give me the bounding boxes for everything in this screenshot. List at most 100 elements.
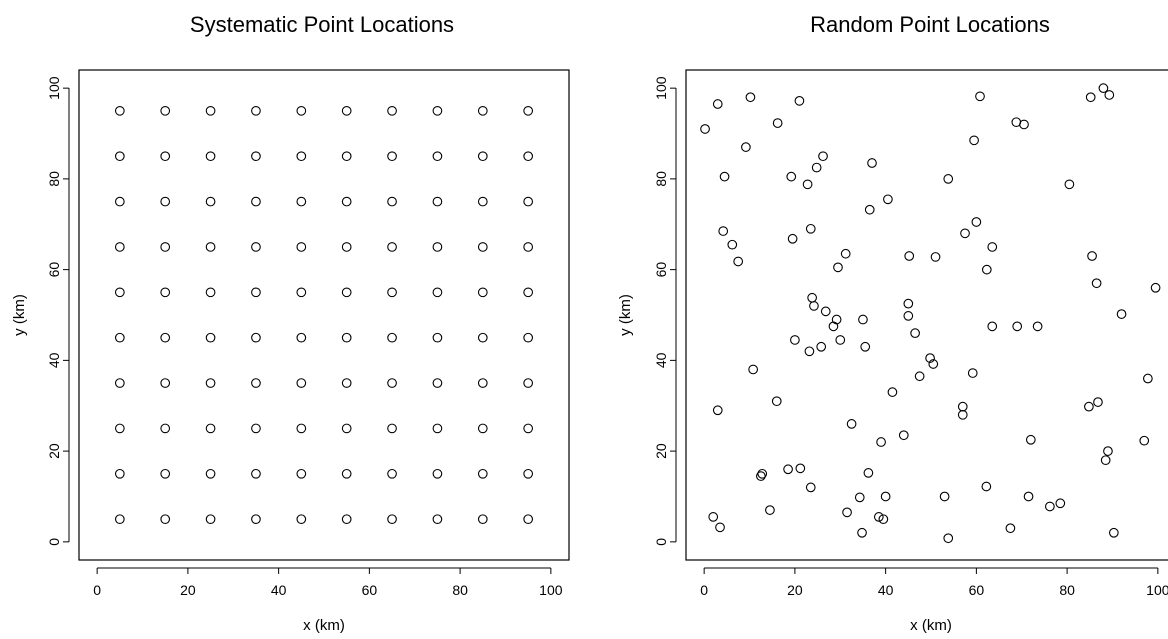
data-point — [251, 151, 261, 162]
data-point — [114, 378, 125, 388]
data-point — [387, 378, 397, 388]
data-point — [477, 287, 488, 298]
data-point — [708, 512, 719, 522]
data-point — [811, 162, 822, 173]
data-point — [477, 151, 488, 162]
data-point — [816, 341, 827, 352]
y-tick-label: 80 — [46, 171, 62, 187]
data-point — [296, 196, 307, 207]
plot-frame — [685, 69, 1168, 561]
data-point — [205, 378, 216, 388]
data-point — [1087, 251, 1097, 261]
data-point — [477, 468, 488, 479]
data-point — [296, 105, 307, 116]
data-point — [387, 332, 397, 343]
data-points — [700, 83, 1161, 544]
data-point — [928, 359, 939, 369]
data-point — [114, 332, 125, 343]
data-point — [930, 252, 941, 262]
data-point — [251, 378, 261, 388]
data-point — [857, 527, 867, 538]
data-point — [700, 124, 710, 134]
data-point — [756, 471, 766, 481]
data-point — [787, 233, 798, 244]
data-point — [794, 96, 805, 106]
data-point — [523, 151, 534, 162]
data-point — [772, 118, 783, 128]
data-point — [523, 378, 534, 388]
y-tick-label: 80 — [653, 171, 669, 187]
x-tick-label: 100 — [1146, 582, 1168, 598]
data-point — [943, 174, 954, 184]
data-point — [820, 306, 831, 317]
data-point — [523, 242, 534, 252]
data-point — [523, 332, 534, 343]
data-point — [745, 92, 756, 103]
data-point — [523, 105, 534, 116]
data-point — [867, 158, 877, 168]
data-point — [205, 423, 216, 434]
data-point — [432, 514, 443, 525]
data-point — [205, 287, 216, 298]
data-point — [741, 142, 751, 152]
data-point — [833, 262, 843, 273]
data-point — [341, 151, 352, 162]
x-tick-label: 40 — [271, 582, 287, 598]
data-point — [387, 196, 397, 207]
data-point — [251, 287, 261, 298]
x-axis-label: x (km) — [910, 617, 952, 634]
data-point — [160, 378, 171, 388]
data-point — [251, 105, 261, 116]
data-point — [771, 396, 782, 407]
data-point — [387, 423, 397, 434]
data-point — [805, 223, 816, 234]
data-point — [975, 91, 985, 102]
data-point — [205, 196, 216, 207]
data-point — [160, 514, 171, 525]
data-point — [765, 505, 775, 515]
data-point — [910, 328, 920, 338]
data-point — [296, 468, 307, 479]
data-point — [523, 514, 534, 525]
data-point — [477, 514, 488, 525]
data-point — [114, 423, 125, 434]
data-point — [477, 423, 488, 434]
data-point — [114, 287, 125, 298]
data-point — [860, 341, 871, 352]
data-point — [296, 242, 307, 252]
data-point — [987, 321, 998, 332]
data-point — [1104, 90, 1115, 100]
data-point — [432, 196, 443, 207]
data-point — [864, 204, 875, 215]
data-point — [477, 242, 488, 252]
data-point — [904, 251, 915, 261]
x-tick-label: 20 — [787, 582, 803, 598]
data-points — [114, 105, 534, 525]
data-point — [842, 507, 852, 518]
x-tick-label: 0 — [700, 582, 708, 598]
data-point — [160, 105, 171, 116]
data-point — [341, 514, 352, 525]
x-tick-label: 40 — [878, 582, 894, 598]
y-tick-label: 40 — [46, 352, 62, 368]
data-point — [432, 242, 443, 252]
x-axis-label: x (km) — [303, 617, 345, 634]
data-point — [1045, 501, 1055, 512]
data-point — [925, 353, 935, 363]
data-point — [712, 405, 723, 416]
data-point — [1091, 278, 1102, 289]
chart-title: Systematic Point Locations — [190, 12, 454, 37]
data-point — [805, 482, 816, 493]
x-tick-label: 100 — [539, 582, 563, 598]
x-axis-ticks: 0 20 40 60 80 100 — [93, 567, 563, 598]
data-point — [1055, 498, 1066, 509]
systematic-scatter-panel: Systematic Point Locations x (km) y (km)… — [11, 12, 570, 634]
data-point — [205, 468, 216, 479]
data-point — [387, 105, 397, 116]
data-point — [432, 332, 443, 343]
y-tick-label: 60 — [46, 262, 62, 278]
data-point — [205, 105, 216, 116]
data-point — [715, 522, 725, 533]
data-point — [987, 242, 998, 252]
plot-frame — [78, 69, 570, 561]
